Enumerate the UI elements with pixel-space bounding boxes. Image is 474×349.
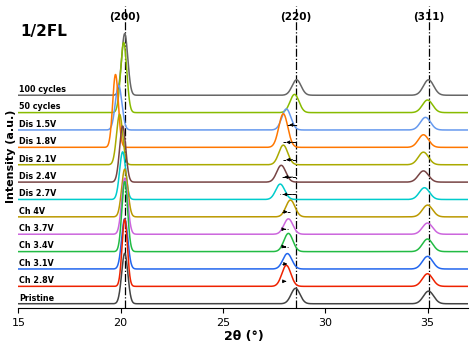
Text: (200): (200)	[109, 12, 140, 22]
Text: 1/2FL: 1/2FL	[20, 24, 67, 39]
Text: Ch 3.7V: Ch 3.7V	[19, 224, 54, 233]
Y-axis label: Intensity (a.u.): Intensity (a.u.)	[6, 110, 16, 203]
Text: Ch 3.4V: Ch 3.4V	[19, 242, 54, 251]
Text: 100 cycles: 100 cycles	[19, 85, 66, 94]
Text: Dis 1.8V: Dis 1.8V	[19, 137, 57, 146]
Text: 50 cycles: 50 cycles	[19, 103, 61, 111]
X-axis label: 2θ (°): 2θ (°)	[224, 331, 263, 343]
Text: Dis 2.7V: Dis 2.7V	[19, 190, 57, 198]
Text: (220): (220)	[280, 12, 311, 22]
Text: Ch 4V: Ch 4V	[19, 207, 46, 216]
Text: Ch 2.8V: Ch 2.8V	[19, 276, 55, 285]
Text: Pristine: Pristine	[19, 294, 55, 303]
Text: Dis 2.1V: Dis 2.1V	[19, 155, 57, 164]
Text: Dis 1.5V: Dis 1.5V	[19, 120, 56, 129]
Text: Dis 2.4V: Dis 2.4V	[19, 172, 57, 181]
Text: Ch 3.1V: Ch 3.1V	[19, 259, 54, 268]
Text: (311): (311)	[413, 12, 444, 22]
